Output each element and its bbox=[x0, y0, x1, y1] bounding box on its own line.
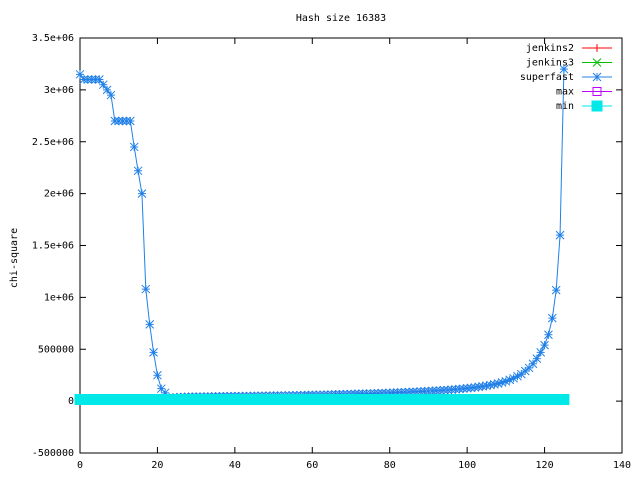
point bbox=[141, 284, 151, 294]
point bbox=[125, 116, 135, 126]
point bbox=[555, 230, 565, 240]
point bbox=[544, 330, 553, 340]
point bbox=[470, 383, 480, 392]
point bbox=[593, 44, 601, 52]
y-tick-label: 3e+06 bbox=[44, 85, 74, 96]
point bbox=[551, 285, 561, 295]
y-tick-label: 0 bbox=[68, 396, 74, 407]
legend-label: max bbox=[556, 87, 574, 98]
point bbox=[95, 75, 104, 84]
point bbox=[98, 80, 108, 90]
point bbox=[474, 382, 484, 392]
point bbox=[558, 393, 570, 405]
y-tick-label: 1e+06 bbox=[44, 292, 74, 303]
point bbox=[524, 363, 534, 373]
point bbox=[482, 381, 491, 391]
point bbox=[106, 90, 116, 100]
y-tick-label: 2e+06 bbox=[44, 189, 74, 200]
legend-label: superfast bbox=[520, 72, 574, 83]
point bbox=[513, 371, 522, 381]
y-tick-label: 2.5e+06 bbox=[32, 137, 74, 148]
point bbox=[592, 87, 602, 96]
point bbox=[516, 369, 526, 379]
point bbox=[102, 85, 112, 95]
point bbox=[532, 354, 542, 363]
point bbox=[540, 340, 549, 350]
x-tick-label: 40 bbox=[229, 460, 241, 471]
point bbox=[137, 189, 147, 198]
legend-label: min bbox=[556, 101, 574, 112]
point bbox=[520, 366, 530, 376]
point bbox=[493, 379, 503, 388]
y-tick-label: 1.5e+06 bbox=[32, 241, 74, 252]
x-tick-label: 100 bbox=[458, 460, 476, 471]
x-tick-label: 20 bbox=[151, 460, 163, 471]
point bbox=[547, 313, 557, 323]
point bbox=[505, 375, 515, 385]
y-tick-label: -500000 bbox=[32, 448, 74, 459]
series bbox=[74, 393, 570, 405]
point bbox=[592, 58, 602, 67]
point bbox=[149, 348, 158, 357]
x-tick-label: 0 bbox=[77, 460, 83, 471]
point bbox=[145, 319, 155, 329]
legend-label: jenkins2 bbox=[526, 43, 574, 54]
point bbox=[592, 72, 602, 82]
point bbox=[489, 379, 499, 389]
point bbox=[75, 69, 85, 79]
x-tick-label: 60 bbox=[306, 460, 318, 471]
chart-title: Hash size 16383 bbox=[296, 13, 386, 24]
point bbox=[509, 373, 518, 383]
point bbox=[129, 142, 139, 152]
legend-label: jenkins3 bbox=[526, 58, 574, 69]
point bbox=[156, 384, 166, 394]
point bbox=[160, 388, 170, 398]
point bbox=[478, 382, 487, 391]
point bbox=[153, 370, 162, 380]
point bbox=[501, 377, 511, 386]
point bbox=[486, 380, 495, 390]
x-tick-label: 120 bbox=[536, 460, 554, 471]
plot-border bbox=[79, 37, 623, 454]
x-tick-label: 140 bbox=[613, 460, 631, 471]
y-tick-label: 3.5e+06 bbox=[32, 33, 74, 44]
point bbox=[528, 359, 538, 369]
y-axis-label: chi-square bbox=[9, 228, 20, 288]
x-tick-label: 80 bbox=[384, 460, 396, 471]
y-tick-label: 500000 bbox=[38, 344, 74, 355]
point bbox=[133, 166, 143, 176]
point bbox=[497, 378, 507, 387]
point bbox=[591, 100, 603, 112]
point bbox=[559, 64, 569, 74]
point bbox=[536, 348, 546, 357]
